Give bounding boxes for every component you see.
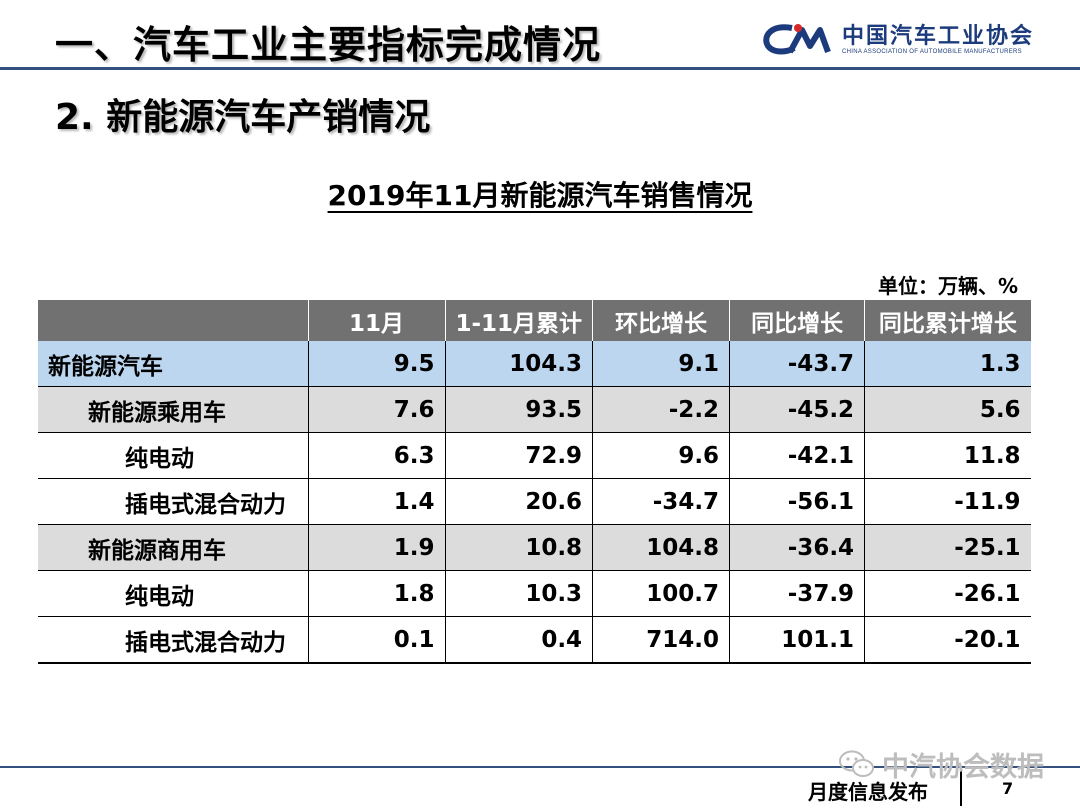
row-label: 新能源汽车 [38, 341, 308, 387]
sales-table: 11月 1-11月累计 环比增长 同比增长 同比累计增长 新能源汽车 9.5 1… [38, 300, 1031, 664]
row-label: 插电式混合动力 [38, 478, 308, 525]
cell-ytd-yoy: -20.1 [864, 616, 1031, 664]
footer-divider [0, 766, 1080, 768]
cell-mom: 9.6 [592, 432, 730, 479]
cell-yoy: -43.7 [729, 341, 865, 387]
header-cell-mom: 环比增长 [592, 300, 730, 341]
header-cell-blank [38, 300, 308, 341]
cell-yoy: 101.1 [729, 616, 865, 664]
cell-ytd-yoy: -25.1 [864, 524, 1031, 571]
cell-mom: -2.2 [592, 386, 730, 433]
table-row: 新能源商用车 1.9 10.8 104.8 -36.4 -25.1 [38, 524, 1031, 571]
wechat-icon [839, 750, 874, 777]
cell-mom: 9.1 [592, 341, 730, 387]
table-row: 插电式混合动力 0.1 0.4 714.0 101.1 -20.1 [38, 616, 1031, 664]
table-title-text: 2019年11月新能源汽车销售情况 [327, 179, 753, 212]
cell-ytd: 0.4 [444, 616, 593, 664]
cell-mom: 714.0 [592, 616, 730, 664]
table-row: 新能源乘用车 7.6 93.5 -2.2 -45.2 5.6 [38, 386, 1031, 433]
table-row: 纯电动 1.8 10.3 100.7 -37.9 -26.1 [38, 570, 1031, 617]
cell-ytd-yoy: 5.6 [864, 386, 1031, 433]
cell-ytd-yoy: 1.3 [864, 341, 1031, 387]
logo-chinese-name: 中国汽车工业协会 [842, 24, 1035, 49]
header-cell-month: 11月 [307, 300, 445, 341]
caam-logo-icon [763, 24, 831, 55]
cell-month: 7.6 [307, 386, 445, 433]
cell-yoy: -45.2 [729, 386, 865, 433]
cell-ytd: 93.5 [444, 386, 593, 433]
caam-logo: 中国汽车工业协会 CHINA ASSOCIATION OF AUTOMOBILE… [762, 18, 1062, 62]
cell-yoy: -42.1 [729, 432, 865, 479]
table-row: 插电式混合动力 1.4 20.6 -34.7 -56.1 -11.9 [38, 478, 1031, 525]
cell-mom: -34.7 [592, 478, 730, 525]
cell-month: 9.5 [307, 341, 445, 387]
cell-yoy: -56.1 [729, 478, 865, 525]
cell-mom: 104.8 [592, 524, 730, 571]
row-label: 纯电动 [38, 432, 308, 479]
row-label: 插电式混合动力 [38, 616, 308, 664]
cell-ytd: 10.8 [444, 524, 593, 571]
cell-month: 1.9 [307, 524, 445, 571]
table-header-row: 11月 1-11月累计 环比增长 同比增长 同比累计增长 [38, 300, 1031, 341]
logo-english-name: CHINA ASSOCIATION OF AUTOMOBILE MANUFACT… [842, 49, 1022, 55]
cell-ytd: 104.3 [444, 341, 593, 387]
cell-yoy: -37.9 [729, 570, 865, 617]
header-cell-yoy: 同比增长 [729, 300, 865, 341]
unit-label: 单位：万辆、% [877, 274, 1018, 298]
footer-label: 月度信息发布 [808, 780, 928, 804]
cell-ytd-yoy: -26.1 [864, 570, 1031, 617]
slide-title: 一、汽车工业主要指标完成情况 [55, 23, 602, 67]
cell-mom: 100.7 [592, 570, 730, 617]
row-label: 新能源商用车 [38, 524, 308, 571]
watermark: 中汽协会数据 [838, 746, 1044, 783]
header-cell-ytd-yoy: 同比累计增长 [864, 300, 1031, 341]
header-divider [0, 67, 1080, 70]
watermark-text: 中汽协会数据 [882, 751, 1044, 783]
cell-ytd-yoy: -11.9 [864, 478, 1031, 525]
header-cell-ytd: 1-11月累计 [444, 300, 593, 341]
cell-month: 6.3 [307, 432, 445, 479]
cell-month: 1.8 [307, 570, 445, 617]
table-row: 纯电动 6.3 72.9 9.6 -42.1 11.8 [38, 432, 1031, 479]
table-row: 新能源汽车 9.5 104.3 9.1 -43.7 1.3 [38, 341, 1031, 387]
footer-separator [960, 768, 962, 806]
section-subtitle: 2. 新能源汽车产销情况 [55, 97, 431, 138]
cell-ytd-yoy: 11.8 [864, 432, 1031, 479]
cell-month: 1.4 [307, 478, 445, 525]
row-label: 新能源乘用车 [38, 386, 308, 433]
page-number: 7 [1002, 779, 1014, 798]
cell-ytd: 20.6 [444, 478, 593, 525]
cell-yoy: -36.4 [729, 524, 865, 571]
table-title: 2019年11月新能源汽车销售情况 [0, 174, 1080, 214]
cell-month: 0.1 [307, 616, 445, 664]
cell-ytd: 72.9 [444, 432, 593, 479]
cell-ytd: 10.3 [444, 570, 593, 617]
row-label: 纯电动 [38, 570, 308, 617]
